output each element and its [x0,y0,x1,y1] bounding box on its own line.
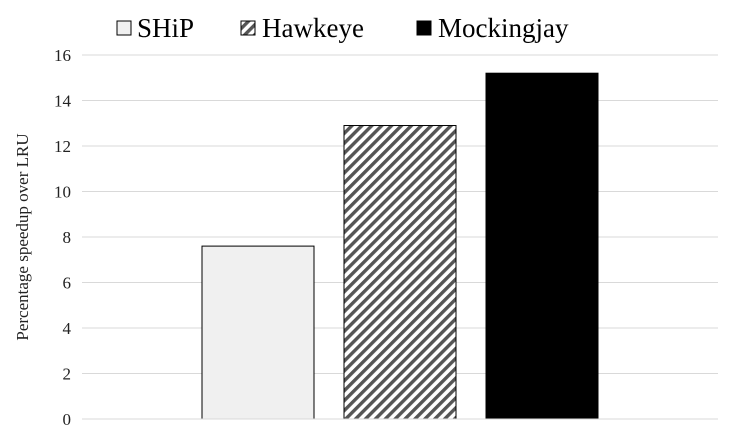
y-tick-label: 6 [63,274,72,293]
y-tick-label: 16 [54,46,71,65]
y-tick-label: 14 [54,92,72,111]
bar-mockingjay [485,72,599,420]
bar-hawkeye [343,125,457,420]
y-tick-labels: 0 2 4 6 8 10 12 14 16 [54,46,72,429]
legend-label-ship: SHiP [137,13,194,43]
y-tick-label: 10 [54,183,71,202]
legend: SHiP Hawkeye Mockingjay [116,13,569,43]
y-tick-label: 4 [63,319,72,338]
y-tick-label: 12 [54,137,71,156]
legend-swatch-hawkeye [240,20,256,36]
legend-label-hawkeye: Hawkeye [262,13,364,43]
y-tick-label: 0 [63,410,72,429]
y-tick-label: 2 [63,365,72,384]
y-axis-title: Percentage speedup over LRU [13,133,32,340]
bar-ship [201,245,315,420]
legend-swatch-ship [116,20,132,36]
y-tick-label: 8 [63,228,72,247]
legend-label-mockingjay: Mockingjay [438,13,569,43]
legend-swatch-mockingjay [416,20,432,36]
bars [201,72,599,420]
